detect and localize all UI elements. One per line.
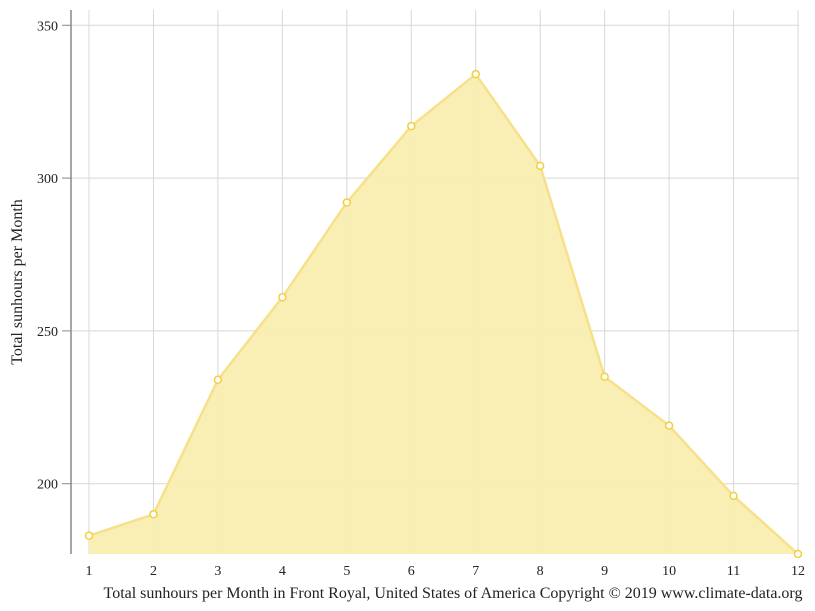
x-tick-label: 7 [472, 564, 479, 579]
x-tick-label: 1 [86, 564, 93, 579]
y-axis-label: Total sunhours per Month [9, 199, 26, 365]
x-tick-label: 4 [279, 564, 286, 579]
x-tick-label: 10 [662, 564, 676, 579]
data-point-1 [84, 531, 94, 540]
y-tick-label: 300 [37, 172, 58, 187]
data-point-6 [407, 121, 416, 131]
x-tick-label: 6 [408, 564, 415, 579]
data-point-12 [793, 549, 803, 559]
x-tick-label: 9 [601, 564, 608, 579]
area-fill [89, 74, 798, 554]
data-point-7 [471, 69, 480, 79]
x-tick-label: 5 [343, 564, 350, 579]
data-point-4 [278, 293, 287, 302]
data-point-10 [664, 421, 674, 430]
chart-title: Total sunhours per Month in Front Royal,… [104, 585, 803, 602]
area-layer [88, 72, 799, 555]
series-line [88, 72, 799, 555]
data-point-11 [729, 491, 738, 501]
x-tick-label: 2 [150, 564, 157, 579]
x-tick-label: 11 [727, 564, 740, 579]
data-point-8 [535, 161, 545, 171]
y-tick-label: 350 [37, 19, 58, 34]
x-tick-label: 8 [537, 564, 544, 579]
x-tick-label: 12 [791, 564, 805, 579]
data-point-5 [342, 198, 352, 207]
data-point-3 [213, 375, 223, 385]
y-tick-label: 250 [37, 325, 58, 340]
x-tick-label: 3 [214, 564, 221, 579]
points-layer [84, 69, 803, 559]
data-point-9 [600, 372, 609, 381]
y-tick-label: 200 [37, 478, 58, 493]
data-point-2 [149, 510, 158, 519]
